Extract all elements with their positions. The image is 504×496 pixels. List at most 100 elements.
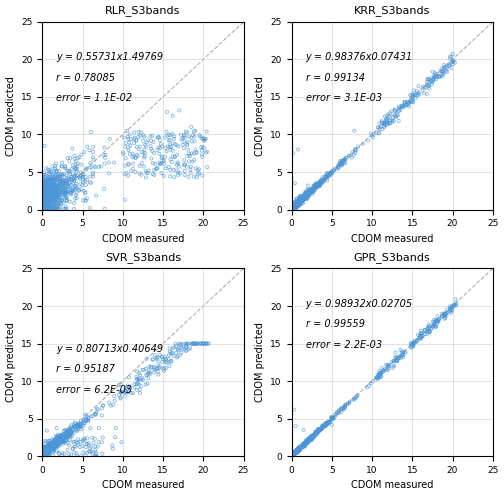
Point (340, 156, 348, 164)
Point (79, 448, 87, 456)
Point (305, 435, 313, 443)
Point (42, 194, 50, 202)
Point (296, 444, 304, 452)
Point (323, 173, 331, 181)
Point (319, 174, 327, 182)
Point (39, 448, 47, 456)
Point (154, 368, 162, 375)
Point (293, 198, 301, 206)
Point (309, 432, 317, 439)
Point (439, 311, 447, 319)
Point (68, 173, 76, 181)
Point (57, 189, 66, 197)
Point (437, 65, 446, 73)
Point (81, 188, 89, 196)
Point (374, 124, 382, 131)
Point (66, 425, 74, 433)
Point (45, 441, 53, 449)
Point (310, 183, 319, 190)
Point (312, 182, 321, 190)
Point (308, 434, 317, 441)
Point (146, 132, 154, 140)
Point (41, 193, 49, 201)
Point (48, 177, 56, 185)
Point (39, 180, 47, 188)
Point (54, 188, 62, 196)
Point (203, 340, 211, 348)
Point (321, 419, 329, 427)
Point (290, 202, 298, 210)
Point (73, 422, 81, 430)
Point (293, 199, 301, 207)
Point (300, 443, 308, 451)
Point (290, 201, 298, 209)
Point (60, 170, 68, 178)
Point (344, 400, 352, 408)
Point (293, 201, 301, 209)
Point (197, 340, 205, 348)
Point (289, 449, 297, 457)
Point (83, 434, 91, 442)
Point (39, 187, 47, 195)
Point (414, 336, 422, 344)
Point (48, 443, 56, 451)
Point (123, 133, 132, 141)
Point (334, 409, 342, 417)
Point (331, 410, 339, 418)
Point (162, 357, 170, 365)
Point (44, 183, 52, 191)
Point (324, 420, 332, 428)
Point (91, 164, 99, 172)
Point (52, 438, 60, 446)
Point (61, 427, 70, 434)
Point (39, 187, 47, 195)
Point (301, 192, 309, 200)
Point (39, 184, 47, 192)
Point (369, 377, 377, 385)
Point (181, 161, 189, 169)
Point (45, 186, 53, 194)
Point (291, 201, 299, 209)
Point (170, 353, 178, 361)
Point (65, 430, 73, 437)
Point (308, 432, 317, 439)
Point (50, 441, 58, 449)
Point (43, 190, 51, 198)
Point (427, 78, 435, 86)
Point (47, 443, 55, 451)
Point (410, 91, 418, 99)
Point (47, 169, 55, 177)
Point (83, 416, 91, 424)
Point (292, 200, 300, 208)
Point (310, 431, 318, 439)
Point (42, 196, 50, 204)
Point (44, 444, 52, 452)
Point (177, 344, 185, 352)
Point (293, 447, 301, 455)
Point (72, 419, 80, 427)
Point (161, 355, 169, 363)
Point (292, 205, 300, 213)
Point (57, 200, 65, 208)
Point (49, 176, 57, 184)
Point (41, 200, 49, 208)
Point (49, 438, 57, 446)
Point (423, 75, 431, 83)
Point (429, 318, 437, 326)
Point (43, 451, 51, 459)
Point (288, 451, 296, 459)
Point (299, 442, 307, 450)
Point (139, 366, 147, 373)
Point (290, 406, 298, 414)
Point (374, 129, 383, 137)
Point (297, 197, 305, 205)
Point (131, 168, 139, 176)
Point (191, 137, 199, 145)
Point (61, 185, 70, 192)
Point (44, 195, 52, 203)
Point (45, 448, 53, 456)
Point (306, 190, 314, 198)
Point (47, 176, 55, 184)
Point (69, 187, 77, 195)
Point (59, 180, 67, 187)
